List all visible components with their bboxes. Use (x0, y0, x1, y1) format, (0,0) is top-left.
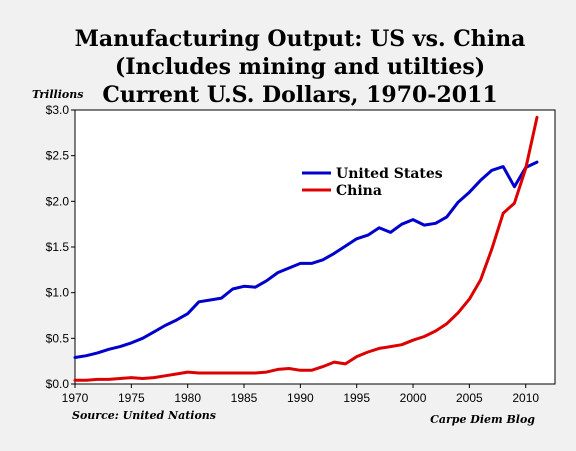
x-tick-label: 1980 (174, 391, 201, 405)
x-tick-label: 1975 (118, 391, 145, 405)
x-tick-label: 1990 (287, 391, 314, 405)
y-axis-label: Trillions (32, 88, 83, 101)
x-axis: 1970 1975 1980 1985 1990 1995 2000 2005 2010 (62, 384, 539, 405)
y-tick-label: $0.0 (46, 377, 70, 391)
series-line-china (73, 115, 539, 382)
legend: United States China (302, 166, 443, 199)
x-tick-label: 2005 (456, 391, 483, 405)
x-tick-label: 2010 (512, 391, 539, 405)
series-line-united-states (73, 160, 539, 359)
credit-note: Carpe Diem Blog (430, 413, 535, 426)
x-tick-label: 1985 (231, 391, 258, 405)
x-tick-label: 2000 (400, 391, 427, 405)
source-note: Source: United Nations (72, 409, 216, 422)
y-tick-label: $3.0 (46, 103, 70, 117)
y-tick-label: $1.0 (46, 286, 70, 300)
y-axis: $0.0 $0.5 $1.0 $1.5 $2.0 $2.5 $3.0 (46, 103, 75, 391)
x-tick-label: 1995 (343, 391, 370, 405)
plot-area (74, 109, 556, 385)
chart-title-line-2: (Includes mining and utilties) (115, 54, 485, 80)
legend-label-united-states: United States (336, 166, 443, 182)
y-tick-label: $0.5 (46, 331, 70, 345)
y-tick-label: $1.5 (46, 240, 70, 254)
series-lines (73, 115, 539, 382)
legend-label-china: China (336, 183, 382, 199)
x-tick-label: 1970 (62, 391, 89, 405)
y-tick-label: $2.0 (46, 194, 70, 208)
chart-title-line-1: Manufacturing Output: US vs. China (75, 26, 526, 52)
y-tick-label: $2.5 (46, 149, 70, 163)
chart-title-line-3: Current U.S. Dollars, 1970-2011 (102, 82, 497, 108)
